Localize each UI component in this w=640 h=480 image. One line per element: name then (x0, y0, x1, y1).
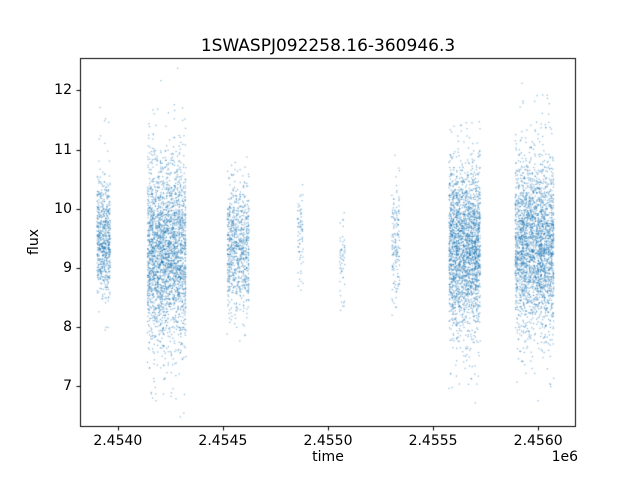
x-tick-label: 2.4540 (93, 433, 143, 449)
y-tick-label: 11 (54, 141, 72, 158)
y-axis-label: flux (26, 229, 42, 255)
x-axis-label: time (312, 449, 344, 465)
chart-title: 1SWASPJ092258.16-360946.3 (200, 36, 456, 56)
y-tick-label: 7 (63, 377, 72, 394)
x-tick-label: 2.4555 (408, 433, 458, 449)
x-axis-offset-label: 1e6 (551, 449, 578, 465)
y-tick-label: 9 (63, 259, 72, 276)
y-tick-label: 10 (54, 200, 72, 217)
y-tick-label: 12 (54, 82, 72, 99)
x-tick-label: 2.4550 (303, 433, 353, 449)
x-tick-label: 2.4560 (513, 433, 563, 449)
y-tick-label: 8 (63, 318, 72, 335)
x-tick-label: 2.4545 (198, 433, 248, 449)
